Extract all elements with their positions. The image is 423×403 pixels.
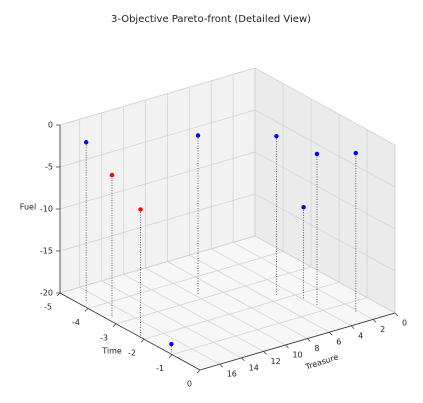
z-tick-label: 0 <box>48 121 53 130</box>
z-tick-label: -15 <box>40 247 53 256</box>
x-tick-label: 16 <box>227 370 237 379</box>
grid-line <box>254 193 396 272</box>
x-tick-label: 2 <box>380 325 385 334</box>
point <box>195 133 201 138</box>
x-tick-label: 0 <box>402 319 407 328</box>
grid-line <box>254 151 396 230</box>
tick-mark <box>168 354 173 358</box>
z-tick-label: -10 <box>40 205 53 214</box>
tick-mark <box>241 357 245 362</box>
grid-line <box>79 286 220 365</box>
grid-line <box>59 109 256 168</box>
tick-mark <box>285 344 289 349</box>
z-tick-label: -20 <box>40 289 53 298</box>
point <box>301 205 306 210</box>
x-tick-label: 12 <box>271 357 281 366</box>
tick-mark <box>372 319 377 323</box>
y-tick-label: -2 <box>128 349 136 358</box>
grid-line <box>211 248 352 327</box>
y-axis-label: Time <box>101 347 122 356</box>
point <box>83 140 89 145</box>
y-tick-label: -5 <box>44 303 52 312</box>
point <box>353 150 359 156</box>
tick-mark <box>350 325 355 330</box>
grid-line <box>59 193 256 252</box>
grid-line <box>59 235 256 294</box>
point <box>109 172 115 178</box>
y-tick-label: -4 <box>72 318 80 327</box>
point <box>274 133 279 139</box>
x-tick-label: 6 <box>336 338 341 347</box>
grid-line <box>254 67 396 146</box>
grid-line <box>143 281 340 340</box>
tick-mark <box>307 338 311 342</box>
tick-mark <box>56 292 61 297</box>
y-tick-label: -1 <box>156 364 164 373</box>
grid-line <box>254 109 396 188</box>
y-tick-label: -3 <box>100 333 108 342</box>
tick-mark <box>219 363 223 368</box>
x-tick-label: 14 <box>249 363 259 372</box>
grid-line <box>189 254 330 333</box>
x-tick-label: 4 <box>358 331 363 340</box>
x-tick-label: 10 <box>292 351 302 360</box>
tick-mark <box>263 351 267 355</box>
x-tick-label: 8 <box>314 344 319 353</box>
tick-mark <box>196 369 201 374</box>
grid-line <box>87 251 284 309</box>
grid-line <box>171 297 368 355</box>
tick-mark <box>394 312 399 317</box>
grid-line <box>101 280 242 359</box>
point <box>314 151 320 157</box>
grid-line <box>167 261 308 339</box>
chart-title: 3-Objective Pareto-front (Detailed View) <box>111 14 311 25</box>
axis-line <box>199 312 396 371</box>
tick-mark <box>112 323 117 328</box>
point <box>138 207 143 212</box>
grid-line <box>254 235 396 314</box>
grid-line <box>59 67 256 126</box>
grid-line <box>232 242 374 320</box>
grid-line <box>145 267 286 346</box>
tick-mark <box>329 331 333 336</box>
grid-line <box>59 151 256 210</box>
point <box>169 341 174 347</box>
x-axis-label: Treasure <box>304 352 340 371</box>
z-axis-label: Fuel <box>20 203 36 212</box>
tick-mark <box>84 308 89 312</box>
grid-line <box>115 266 312 325</box>
axis-line <box>59 292 201 371</box>
z-tick-label: -5 <box>45 163 53 172</box>
grid-line <box>123 274 264 352</box>
y-tick-label: 0 <box>187 380 192 389</box>
tick-mark <box>140 338 145 343</box>
